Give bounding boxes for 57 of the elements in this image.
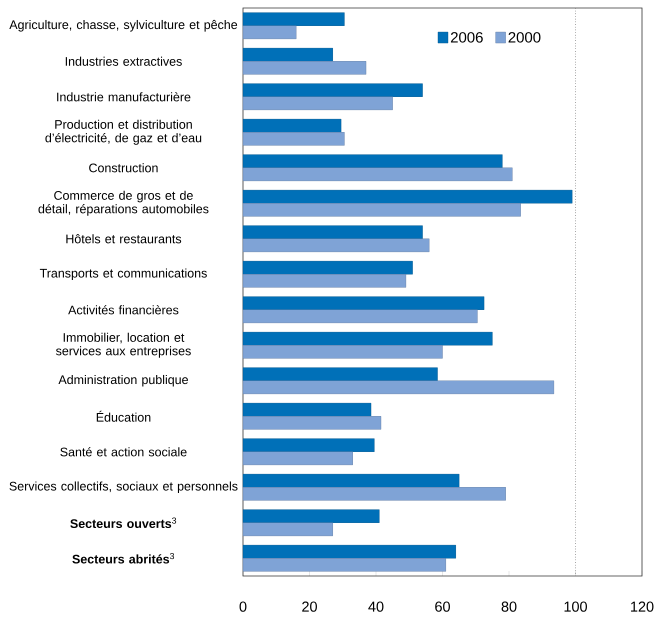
bar	[242, 452, 353, 466]
bar	[242, 487, 506, 501]
bar	[242, 274, 406, 288]
y-tick-label: Industrie manufacturière	[57, 92, 190, 102]
bar	[242, 522, 333, 536]
y-tick-label: Immobilier, location et services aux entreprises	[56, 332, 191, 358]
bar	[242, 132, 345, 146]
bar	[242, 296, 484, 310]
y-tick-label: Santé et action sociale	[60, 447, 187, 456]
x-tick-label: 60	[435, 602, 450, 612]
y-tick-label: Administration publique	[58, 374, 188, 387]
bar	[242, 332, 493, 346]
bar	[242, 367, 438, 381]
legend-label: 2000	[508, 32, 540, 43]
y-tick-label: Agriculture, chasse, sylviculture et pêche	[9, 20, 238, 32]
x-tick-label: 20	[302, 602, 317, 612]
y-tick-label: Secteurs abrités$^{3}$	[72, 552, 174, 564]
y-tick-label: Hôtels et restaurants	[66, 234, 182, 244]
x-tick-label: 80	[502, 602, 516, 612]
y-tick-label: Éducation	[96, 410, 150, 422]
x-tick-label: 40	[368, 602, 384, 612]
bar	[242, 544, 456, 558]
bar	[242, 96, 393, 110]
y-tick-label: Services collectifs, sociaux et personnels	[9, 481, 238, 494]
x-tick-label: 0	[240, 602, 246, 612]
y-tick-label: Activités financières	[68, 305, 178, 314]
bar	[242, 416, 382, 430]
x-tick-label: 100	[564, 602, 587, 612]
bar	[242, 154, 503, 168]
bar	[242, 310, 478, 324]
y-tick-label: Secteurs ouverts$^{3}$	[70, 517, 176, 528]
x-tick-label: 120	[631, 602, 654, 612]
bar	[242, 558, 446, 572]
bar	[242, 12, 345, 26]
bar	[242, 225, 423, 239]
bar	[242, 26, 296, 40]
y-tick-label: Construction	[89, 163, 158, 172]
bar	[242, 345, 443, 359]
legend-label: 2006	[450, 32, 483, 43]
bar	[242, 83, 423, 97]
bar	[242, 238, 430, 252]
bar	[242, 118, 342, 132]
bar	[242, 474, 460, 488]
bar	[242, 203, 521, 217]
bar	[242, 168, 513, 182]
bar	[242, 190, 572, 204]
bar	[242, 509, 380, 523]
bar	[242, 260, 413, 274]
bar	[242, 48, 333, 62]
bar	[242, 402, 372, 416]
bar	[242, 61, 366, 75]
y-tick-label: Industries extractives	[66, 56, 182, 66]
y-tick-label: Production et distribution d’électricité, de gaz et d’eau	[45, 120, 202, 145]
bar	[242, 380, 554, 394]
y-tick-label: Transports et communications	[40, 268, 207, 280]
bar	[242, 438, 375, 452]
y-tick-label: Commerce de gros et de détail, réparations automobiles	[38, 190, 208, 216]
